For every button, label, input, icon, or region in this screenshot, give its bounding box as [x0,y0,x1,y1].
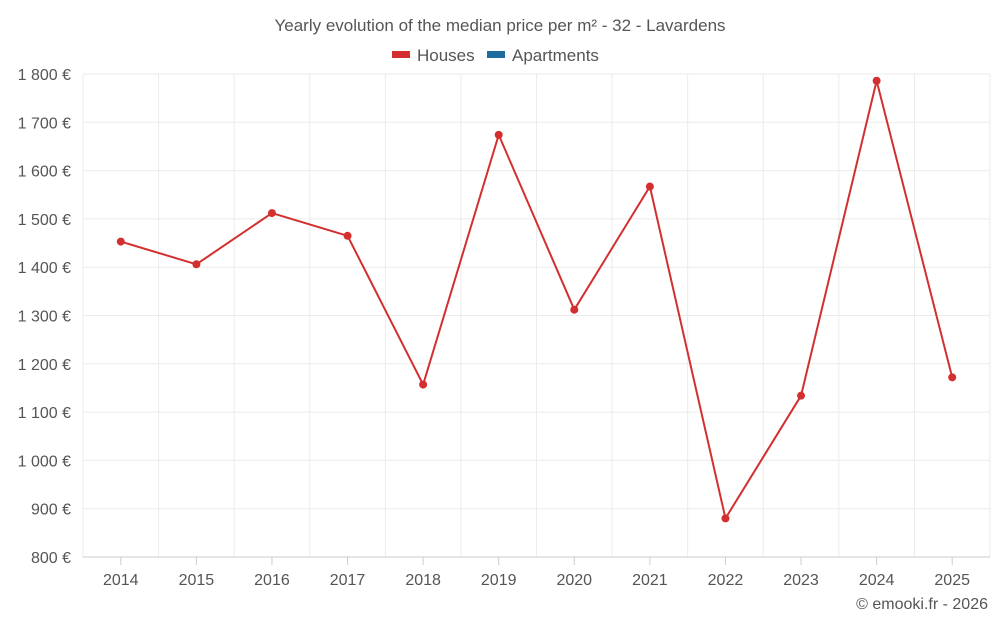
data-point[interactable] [116,237,125,246]
y-tick-label: 1 000 € [18,453,71,470]
x-tick-label: 2022 [708,572,744,589]
x-tick-label: 2025 [934,572,970,589]
data-point[interactable] [192,260,201,269]
x-tick-label: 2015 [179,572,215,589]
data-point[interactable] [797,391,806,400]
x-tick-label: 2019 [481,572,517,589]
data-point[interactable] [948,373,957,382]
data-point[interactable] [570,305,579,314]
legend-item-houses[interactable]: Houses [392,46,475,65]
y-tick-label: 800 € [31,550,71,567]
y-tick-label: 1 600 € [18,164,71,181]
y-tick-label: 1 200 € [18,357,71,374]
data-point[interactable] [872,76,881,85]
y-axis-ticks: 800 € 900 € 1 000 € 1 100 € 1 200 € 1 300 € 1 … [18,67,71,567]
data-point[interactable] [267,209,276,218]
y-tick-label: 1 800 € [18,67,71,84]
grid [82,73,991,557]
y-tick-label: 1 500 € [18,212,71,229]
legend: Houses Apartments [392,46,599,65]
y-tick-label: 1 700 € [18,115,71,132]
series-houses [116,76,957,523]
x-tick-label: 2017 [330,572,366,589]
x-tick-label: 2016 [254,572,290,589]
y-tick-label: 1 300 € [18,309,71,326]
x-tick-label: 2020 [556,572,592,589]
y-tick-label: 1 400 € [18,260,71,277]
data-point[interactable] [343,231,352,240]
x-tick-label: 2014 [103,572,139,589]
legend-label-houses: Houses [417,46,475,65]
x-axis-ticks: 2014 2015 2016 2017 2018 2019 2020 2021 2022 2023… [103,557,970,589]
series-line-houses [120,80,954,521]
data-point[interactable] [645,182,654,191]
x-tick-label: 2018 [405,572,441,589]
x-tick-label: 2021 [632,572,668,589]
y-tick-label: 1 100 € [18,405,71,422]
data-point[interactable] [494,130,503,139]
x-tick-label: 2024 [859,572,895,589]
y-tick-label: 900 € [31,502,71,519]
legend-swatch-houses [392,51,410,58]
x-tick-label: 2023 [783,572,819,589]
data-point[interactable] [419,380,428,389]
legend-item-apartments[interactable]: Apartments [487,46,599,65]
legend-swatch-apartments [487,51,505,58]
legend-label-apartments: Apartments [512,46,599,65]
credit-text: © emooki.fr - 2026 [856,596,988,613]
data-point[interactable] [721,514,730,523]
chart-title: Yearly evolution of the median price per… [274,16,725,35]
